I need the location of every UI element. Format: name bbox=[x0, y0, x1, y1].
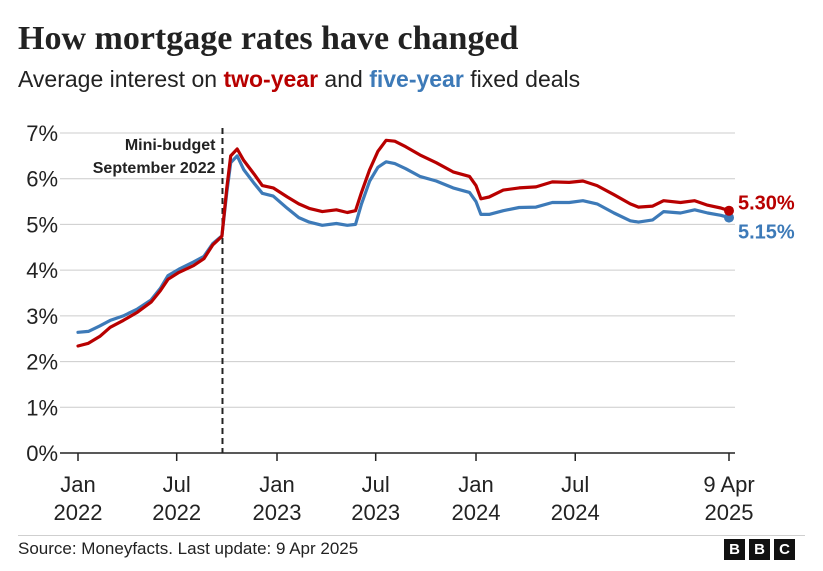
five-year-end-point bbox=[724, 212, 734, 223]
x-tick-label-line1: Jul bbox=[362, 472, 390, 497]
x-tick-label-line2: 2022 bbox=[152, 500, 201, 525]
subtitle-five-year: five-year bbox=[369, 66, 464, 92]
subtitle-middle: and bbox=[318, 66, 370, 92]
x-tick-label-line2: 2025 bbox=[705, 500, 754, 525]
subtitle-prefix: Average interest on bbox=[18, 66, 224, 92]
y-tick-label: 2% bbox=[26, 350, 58, 375]
y-tick-label: 6% bbox=[26, 167, 58, 192]
bbc-logo-letter: C bbox=[774, 539, 795, 560]
x-tick-label-line1: Jul bbox=[163, 472, 191, 497]
y-tick-label: 1% bbox=[26, 395, 58, 420]
subtitle-suffix: fixed deals bbox=[463, 66, 581, 92]
x-tick-label-line1: Jan bbox=[458, 472, 493, 497]
y-tick-label: 5% bbox=[26, 212, 58, 237]
x-tick-label-line2: 2024 bbox=[551, 500, 600, 525]
subtitle-two-year: two-year bbox=[223, 66, 319, 92]
chart-subtitle: Average interest on two-year and five-ye… bbox=[18, 66, 580, 93]
five-year-end-label: 5.15% bbox=[738, 222, 795, 244]
annotation-line1: Mini-budget bbox=[125, 137, 216, 154]
bbc-logo: B B C bbox=[724, 539, 795, 560]
two-year-end-label: 5.30% bbox=[738, 193, 795, 215]
five-year-series-line bbox=[76, 154, 731, 334]
two-year-end-point bbox=[724, 205, 734, 216]
line-chart: 0% 1% 2% 3% 4% 5% 6% 7% Jan 2022 Jul 2022 Jan 2023 Jul… bbox=[26, 121, 795, 525]
x-tick-label-line1: Jan bbox=[60, 472, 95, 497]
x-tick-label-line1: Jan bbox=[259, 472, 294, 497]
y-tick-label: 3% bbox=[26, 304, 58, 329]
x-tick-label-line2: 2022 bbox=[54, 500, 103, 525]
x-tick-label-line2: 2023 bbox=[253, 500, 302, 525]
y-tick-label: 4% bbox=[26, 258, 58, 283]
bbc-logo-letter: B bbox=[749, 539, 770, 560]
footer-divider bbox=[18, 535, 805, 536]
x-tick-label-line1: 9 Apr bbox=[703, 472, 754, 497]
two-year-series-line bbox=[76, 138, 731, 348]
x-tick-label-line2: 2024 bbox=[452, 500, 501, 525]
x-tick-label-line2: 2023 bbox=[351, 500, 400, 525]
bbc-logo-letter: B bbox=[724, 539, 745, 560]
y-tick-label: 0% bbox=[26, 441, 58, 466]
source-note: Source: Moneyfacts. Last update: 9 Apr 2… bbox=[18, 539, 359, 558]
x-tick-label-line1: Jul bbox=[561, 472, 589, 497]
y-tick-label: 7% bbox=[26, 121, 58, 146]
annotation-line2: September 2022 bbox=[93, 160, 216, 177]
chart-title: How mortgage rates have changed bbox=[18, 20, 519, 57]
